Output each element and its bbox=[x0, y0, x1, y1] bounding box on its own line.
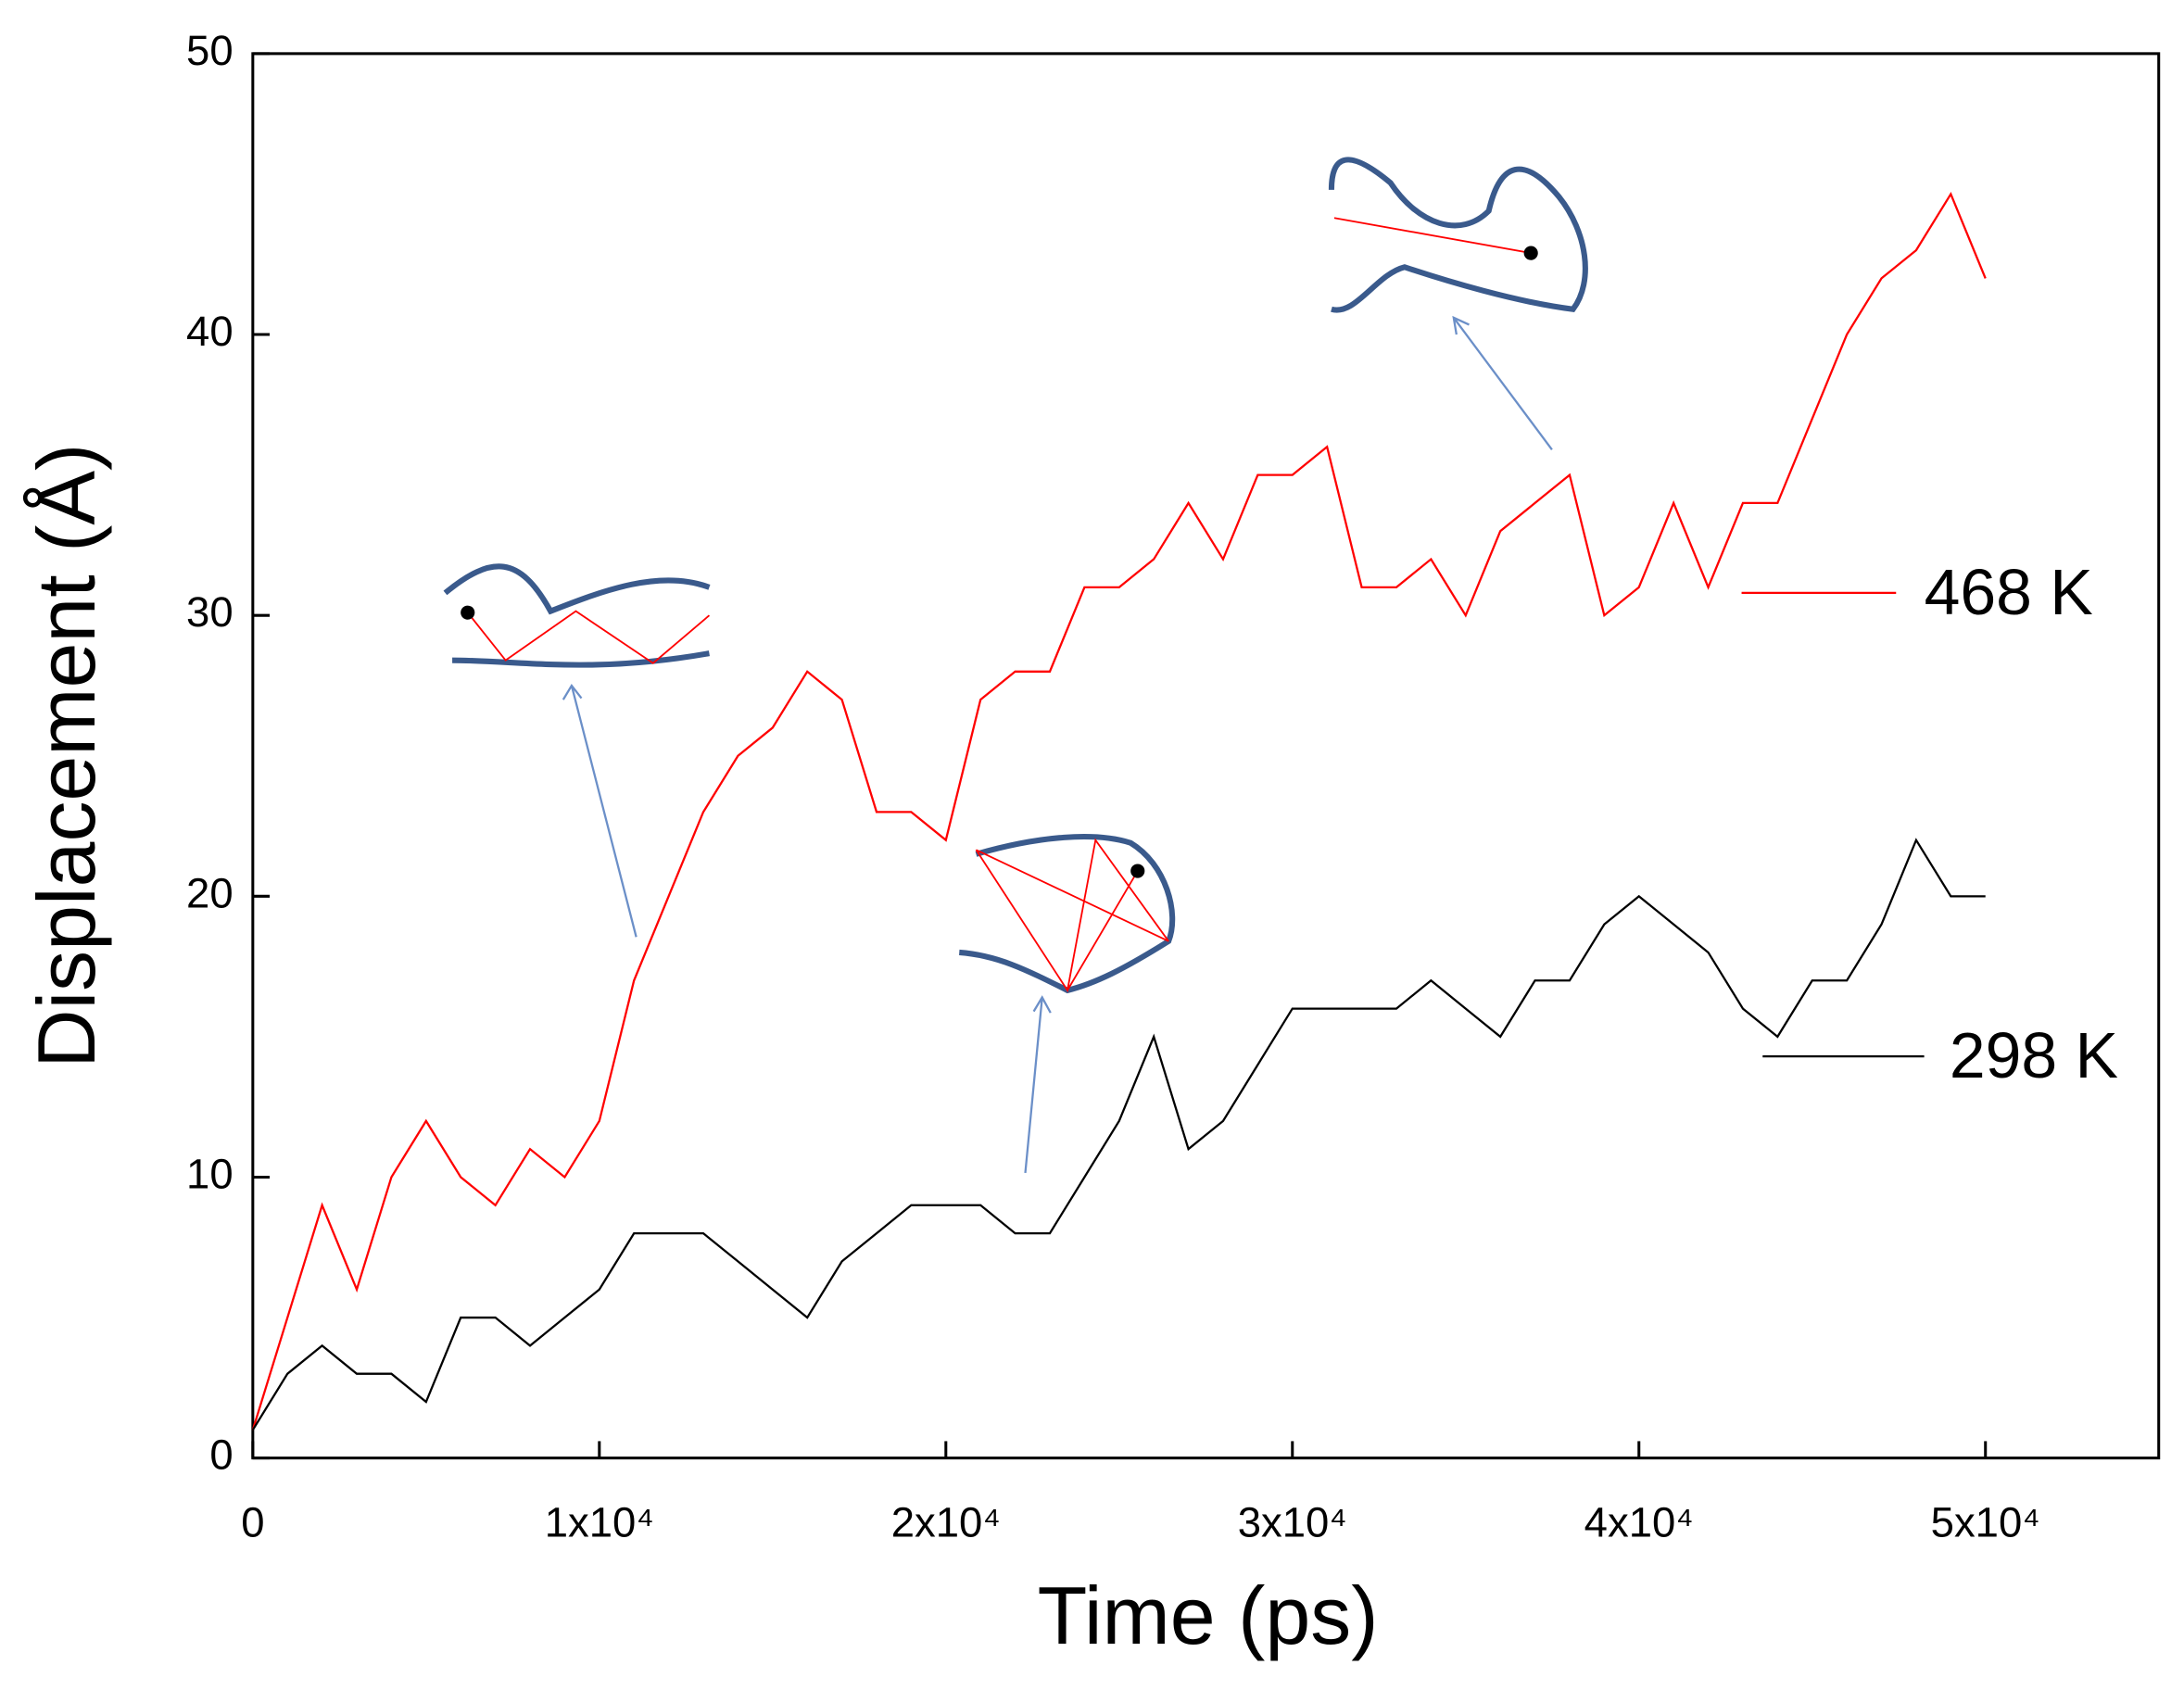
series-line bbox=[251, 838, 1986, 1431]
y-tick-label: 50 bbox=[186, 27, 234, 74]
x-tick-label: 2x10⁴ bbox=[891, 1498, 1001, 1545]
inset-cartoons bbox=[443, 157, 1588, 994]
plot-frame bbox=[251, 52, 2161, 1460]
y-tick-label: 20 bbox=[186, 869, 234, 916]
inset-dots bbox=[461, 246, 1538, 878]
y-tick-label: 0 bbox=[209, 1431, 233, 1479]
y-tick-label: 10 bbox=[186, 1150, 234, 1197]
y-tick-label: 40 bbox=[186, 308, 234, 355]
inset-paths bbox=[467, 217, 1532, 993]
legend-label: 298 K bbox=[1950, 1019, 2118, 1091]
x-tick-label: 3x10⁴ bbox=[1238, 1498, 1347, 1545]
x-tick-label: 4x10⁴ bbox=[1584, 1498, 1694, 1545]
y-tick-label: 30 bbox=[186, 588, 234, 636]
x-tick-label: 5x10⁴ bbox=[1931, 1498, 2040, 1545]
legend-label: 468 K bbox=[1925, 556, 2093, 628]
x-tick-label: 1x10⁴ bbox=[545, 1498, 654, 1545]
y-axis-label: Displacement (Å) bbox=[20, 444, 112, 1068]
x-tick-label: 0 bbox=[241, 1498, 264, 1545]
series-line bbox=[251, 191, 1987, 1431]
x-axis-label: Time (ps) bbox=[1038, 1570, 1379, 1661]
inset-arrows bbox=[562, 315, 1553, 1174]
